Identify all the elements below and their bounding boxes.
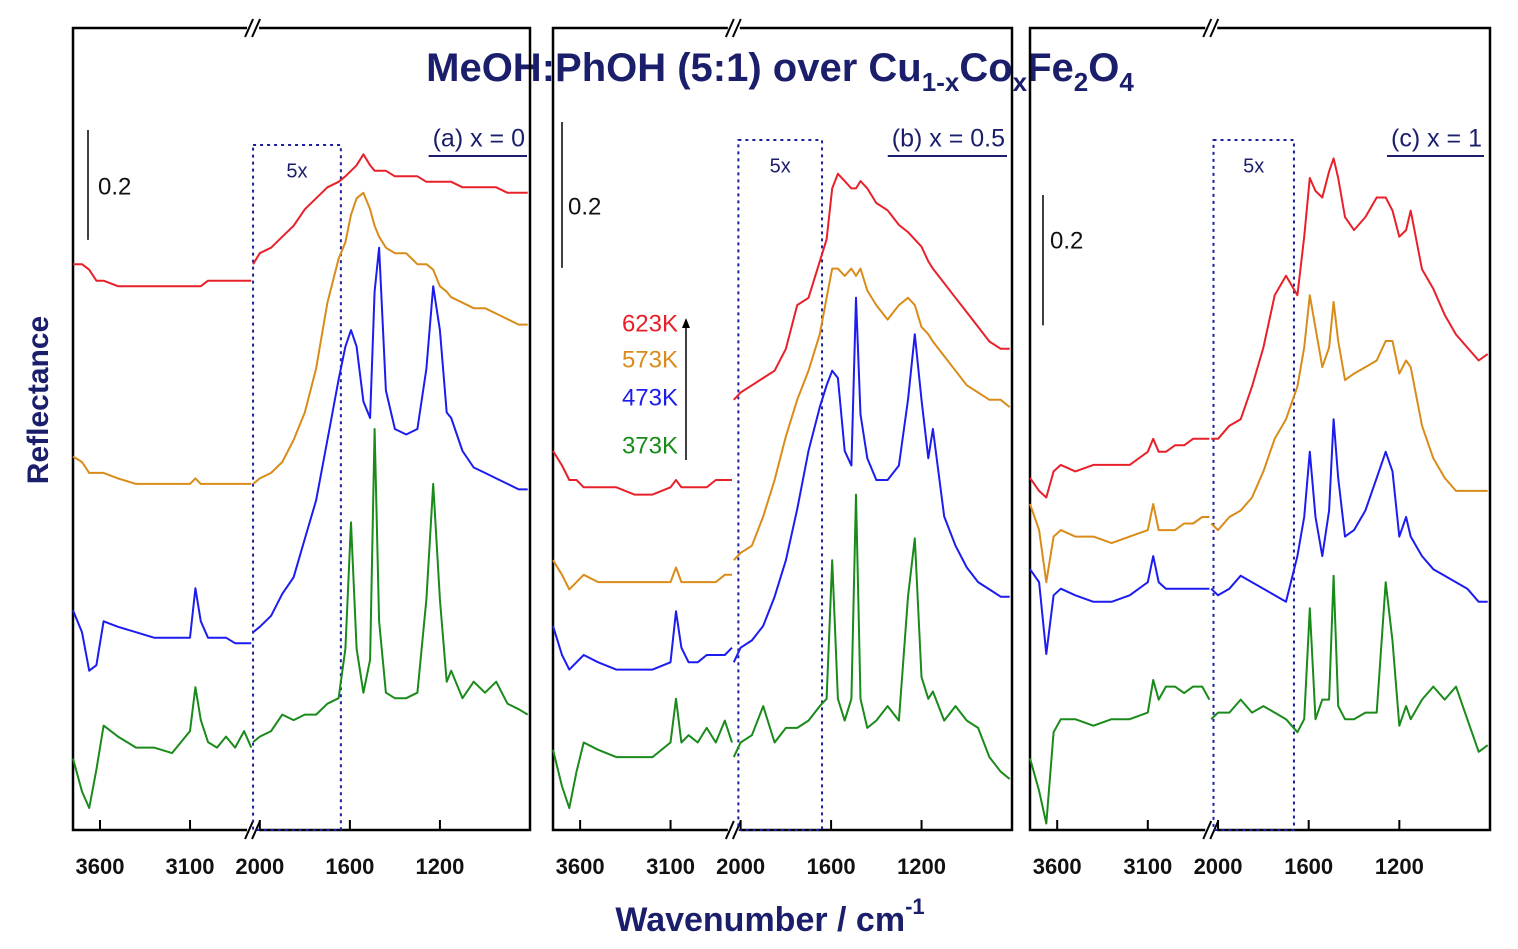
scale-bar-label: 0.2	[98, 173, 131, 200]
axis-break-mark	[1202, 18, 1213, 38]
spectrum-line	[1029, 437, 1210, 499]
spectrum-line	[732, 296, 1010, 663]
axis-break-mark	[244, 18, 254, 38]
spectrum-line	[733, 267, 1011, 561]
spectrum-line	[733, 172, 1010, 401]
x-label-sup: -1	[905, 894, 925, 919]
x-tick-label: 3100	[646, 854, 695, 879]
x-tick-label: 1600	[807, 854, 856, 879]
title-part: Co	[959, 46, 1012, 90]
zoom-box	[737, 139, 824, 831]
axis-break-mark	[731, 820, 742, 840]
x-tick-label: 2000	[235, 854, 284, 879]
axis-break-mark	[251, 820, 261, 840]
axis-break-gap	[1205, 24, 1218, 32]
axis-break-gap	[727, 826, 740, 834]
legend-label: 573K	[622, 346, 678, 373]
legend-label: 373K	[622, 432, 678, 459]
spectrum-line	[1029, 503, 1210, 584]
spectrum-line	[252, 428, 529, 743]
legend-arrow-head	[682, 318, 690, 328]
x-tick-label: 3600	[76, 854, 125, 879]
spectrum-line	[1029, 555, 1210, 655]
spectrum-line	[72, 587, 252, 672]
axis-break-mark	[1202, 820, 1213, 840]
zoom-box	[252, 144, 342, 831]
spectrum-line	[252, 191, 528, 485]
panel-label: (a) x = 0	[433, 125, 525, 153]
axis-break-mark	[244, 820, 254, 840]
spectrum-line	[732, 493, 1011, 780]
spectrum-line	[552, 610, 733, 671]
zoom-label: 5x	[770, 155, 791, 177]
spectrum-line	[552, 450, 732, 496]
panel-frame	[1028, 26, 1492, 832]
title-part: MeOH:PhOH (5:1) over Cu	[426, 46, 922, 90]
spectrum-line	[252, 246, 528, 633]
spectrum-line	[73, 263, 252, 288]
zoom-label: 5x	[286, 160, 307, 182]
panel-label: (c) x = 1	[1391, 125, 1482, 153]
x-tick-label: 2000	[716, 854, 765, 879]
x-tick-label: 2000	[1194, 854, 1243, 879]
x-tick-label: 3600	[1033, 854, 1082, 879]
spectrum-line	[1210, 574, 1489, 753]
y-axis-label: Reflectance	[22, 316, 55, 484]
x-tick-label: 1200	[897, 854, 946, 879]
x-tick-label: 1200	[415, 854, 464, 879]
zoom-box	[1212, 139, 1295, 831]
x-axis-label: Wavenumber / cm-1	[615, 894, 924, 939]
panel-label: (b) x = 0.5	[892, 125, 1005, 153]
axis-break-mark	[731, 18, 742, 38]
legend-label: 473K	[622, 384, 678, 411]
spectrum-line	[552, 697, 733, 810]
spectrum-line	[72, 455, 252, 485]
title-sub: 4	[1119, 67, 1134, 97]
title-part: Fe	[1027, 46, 1074, 90]
axis-break-mark	[1209, 18, 1220, 38]
axis-break-gap	[247, 24, 260, 32]
scale-bar-label: 0.2	[568, 193, 601, 220]
x-tick-label: 3100	[1123, 854, 1172, 879]
x-tick-label: 1200	[1375, 854, 1424, 879]
title-part: O	[1088, 46, 1119, 90]
x-tick-label: 3100	[166, 854, 215, 879]
spectrum-line	[1210, 418, 1488, 603]
axis-break-gap	[1205, 826, 1218, 834]
figure-title: MeOH:PhOH (5:1) over Cu1-xCoxFe2O4	[426, 46, 1134, 97]
spectrum-line	[1210, 294, 1488, 532]
title-sub: 1-x	[922, 67, 960, 97]
x-tick-label: 1600	[1284, 854, 1333, 879]
axis-break-mark	[724, 820, 735, 840]
axis-break-mark	[724, 18, 735, 38]
zoom-label: 5x	[1243, 155, 1264, 177]
spectrum-line	[72, 686, 253, 809]
x-label-text: Wavenumber / cm	[615, 901, 905, 939]
scale-bar-label: 0.2	[1050, 227, 1083, 254]
x-tick-label: 1600	[325, 854, 374, 879]
axis-break-mark	[251, 18, 261, 38]
spectrum-line	[252, 153, 528, 265]
axis-break-mark	[1209, 820, 1220, 840]
x-tick-label: 3600	[556, 854, 605, 879]
axis-break-gap	[727, 24, 740, 32]
axis-break-gap	[247, 826, 260, 834]
spectrum-line	[552, 559, 732, 591]
title-sub: 2	[1074, 67, 1088, 97]
spectrum-line	[1211, 157, 1489, 440]
legend-label: 623K	[622, 310, 678, 337]
title-sub: x	[1013, 67, 1028, 97]
spectrum-line	[1029, 679, 1211, 825]
